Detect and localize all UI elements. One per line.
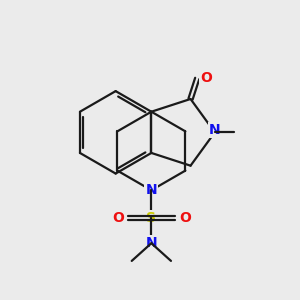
Text: N: N <box>146 183 157 197</box>
Text: O: O <box>112 211 124 225</box>
Text: O: O <box>200 71 212 85</box>
Text: N: N <box>209 123 220 137</box>
Text: O: O <box>179 211 191 225</box>
Text: N: N <box>146 236 157 250</box>
Text: S: S <box>146 211 156 225</box>
